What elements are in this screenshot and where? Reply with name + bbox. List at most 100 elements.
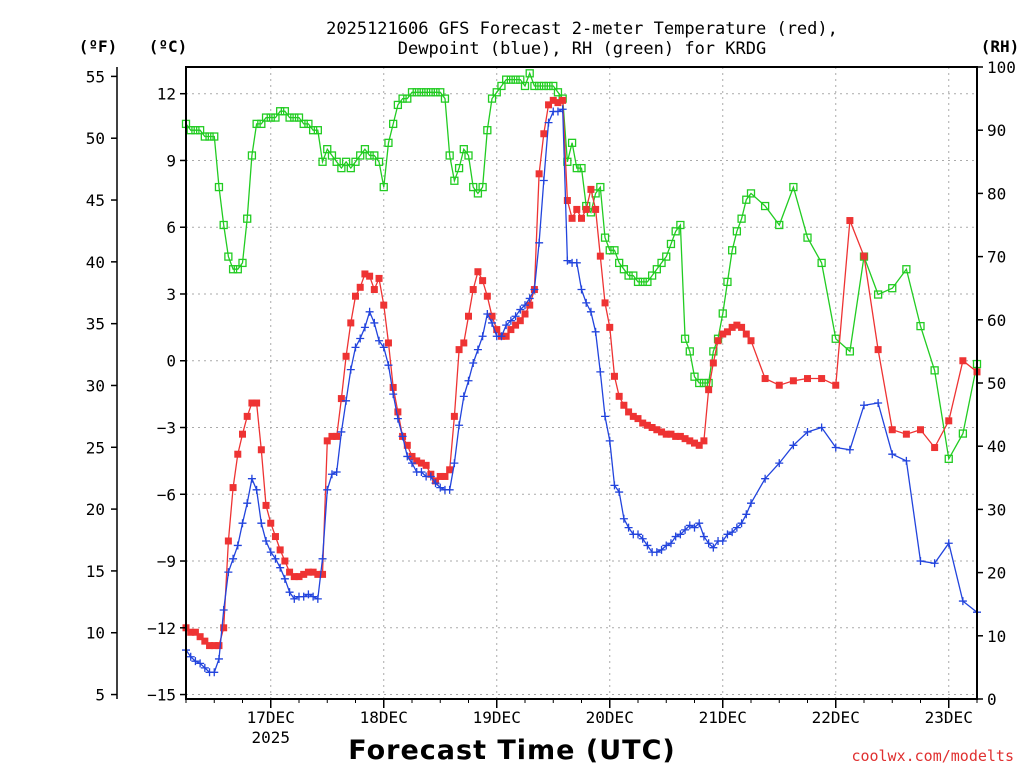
dewpoint-point (262, 537, 271, 545)
plot-frame (185, 66, 978, 700)
temperature-point (333, 432, 341, 440)
rh-point (337, 163, 346, 173)
dewpoint-point (233, 541, 242, 550)
dewpoint-point (916, 557, 925, 566)
fahrenheit-tick-label: 15 (86, 562, 105, 581)
rh-point (285, 113, 294, 122)
temperature-point (945, 417, 953, 425)
temperature-point (309, 568, 317, 576)
rh-point (502, 75, 511, 84)
temperature-point (488, 312, 496, 320)
temperature-point (521, 310, 529, 318)
dewpoint-point (874, 399, 883, 408)
rh-point (261, 113, 271, 122)
rh-point (214, 182, 224, 192)
temperature-line (185, 99, 978, 647)
temperature-point (342, 352, 350, 360)
temperature-point (483, 292, 491, 300)
dewpoint-point (247, 474, 256, 483)
dewpoint-point (930, 559, 939, 568)
dewpoint-point (224, 568, 233, 577)
temperature-point (507, 326, 515, 334)
dewpoint-point (313, 594, 322, 603)
dewpoint-point (393, 414, 402, 423)
dewpoint-line (185, 108, 978, 673)
dewpoint-point (662, 541, 671, 550)
dewpoint-point (643, 541, 652, 550)
rh-point (445, 151, 454, 160)
dewpoint-point (544, 118, 553, 127)
rh-point (332, 157, 341, 166)
rh-point (577, 163, 586, 173)
temperature-point (210, 642, 218, 650)
dewpoint-point (384, 361, 393, 370)
rh-tick-label: 50 (987, 374, 1006, 393)
temperature-point (243, 412, 251, 420)
dewpoint-point (473, 345, 482, 354)
dewpoint-point (356, 334, 365, 343)
temperature-point (239, 430, 246, 438)
series-layer (181, 69, 982, 677)
temperature-point (446, 466, 454, 474)
temperature-point (394, 408, 402, 416)
dewpoint-point (530, 285, 539, 294)
temperature-point (267, 519, 275, 527)
temperature-point (384, 339, 392, 347)
dewpoint-point (351, 343, 360, 352)
temperature-point (705, 386, 713, 394)
rh-tick-label: 40 (987, 437, 1006, 456)
celsius-tick-label: −6 (157, 485, 176, 504)
rh-point (699, 378, 709, 388)
fahrenheit-tick-label: 25 (86, 438, 105, 457)
celsius-unit-label: (ºC) (149, 37, 188, 56)
dewpoint-point (280, 574, 289, 583)
temperature-point (502, 332, 510, 340)
temperature-point (436, 472, 444, 480)
rh-point (266, 113, 275, 122)
temperature-point (314, 570, 322, 578)
temperature-point (352, 292, 359, 300)
temperature-point (361, 270, 369, 278)
rh-line (185, 71, 978, 461)
dewpoint-point (506, 316, 515, 325)
rh-point (600, 233, 610, 242)
dewpoint-point (502, 321, 511, 330)
rh-point (803, 233, 812, 242)
fahrenheit-tick-label: 45 (86, 191, 105, 210)
rh-point (219, 220, 228, 230)
temperature-point (818, 375, 826, 383)
fahrenheit-unit-label: (ºF) (79, 37, 118, 56)
temperature-point (931, 444, 939, 452)
rh-point (662, 252, 671, 261)
rh-point (746, 189, 756, 198)
dewpoint-point (709, 543, 718, 552)
rh-point (483, 126, 492, 135)
temperature-point (257, 446, 265, 454)
rh-point (464, 151, 473, 160)
x-tick-label: 19DEC (473, 708, 521, 727)
rh-point (313, 126, 322, 135)
rh-point (228, 265, 238, 274)
dewpoint-point (737, 519, 746, 528)
celsius-tick-label: −12 (147, 619, 176, 638)
dewpoint-point (817, 423, 826, 432)
rh-point (742, 195, 751, 204)
rh-point (389, 119, 398, 129)
dewpoint-point (615, 488, 624, 497)
celsius-tick-label: 0 (166, 352, 176, 371)
rh-point (473, 189, 483, 198)
rh-point (280, 107, 290, 116)
celsius-tick-label: 3 (166, 285, 176, 304)
temperature-point (733, 321, 741, 329)
rh-point (497, 81, 506, 91)
temperature-point (723, 328, 731, 336)
temperature-point (719, 330, 727, 338)
temperature-point (742, 330, 750, 338)
dewpoint-point (483, 310, 492, 319)
rh-point (290, 113, 299, 122)
temperature-point (917, 426, 924, 434)
rh-point (384, 138, 393, 147)
fahrenheit-tick-label: 40 (86, 253, 105, 272)
dewpoint-point (210, 668, 219, 677)
temperature-point (206, 642, 214, 650)
